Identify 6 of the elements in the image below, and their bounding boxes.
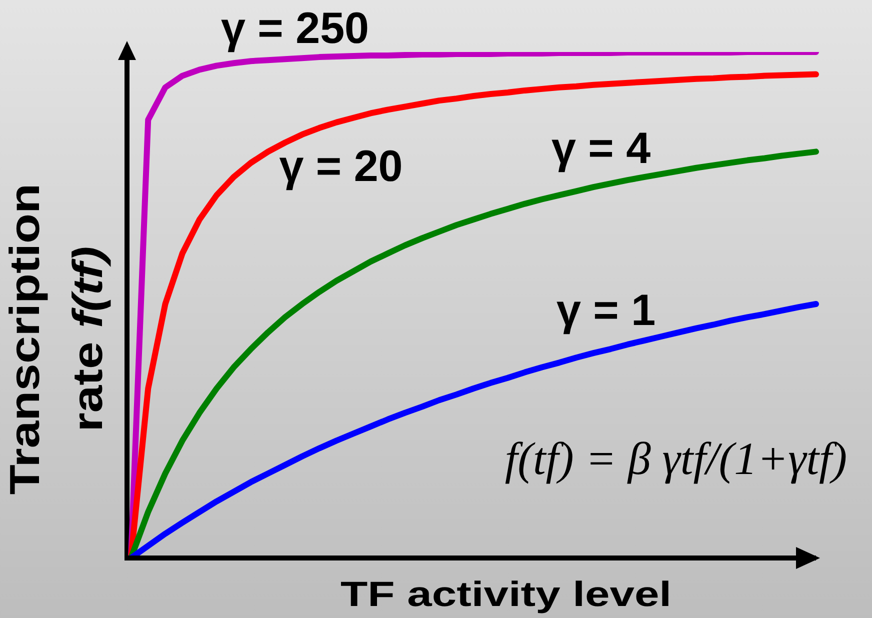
series-label: γ = 1 bbox=[556, 286, 656, 335]
annotation: f(tf) = β γtf/(1+γtf) bbox=[504, 433, 848, 484]
series-label: γ = 250 bbox=[220, 4, 370, 53]
series-label: γ = 20 bbox=[279, 142, 403, 191]
series-label: γ = 4 bbox=[551, 124, 652, 173]
x-axis-title: TF activity level bbox=[340, 575, 672, 614]
